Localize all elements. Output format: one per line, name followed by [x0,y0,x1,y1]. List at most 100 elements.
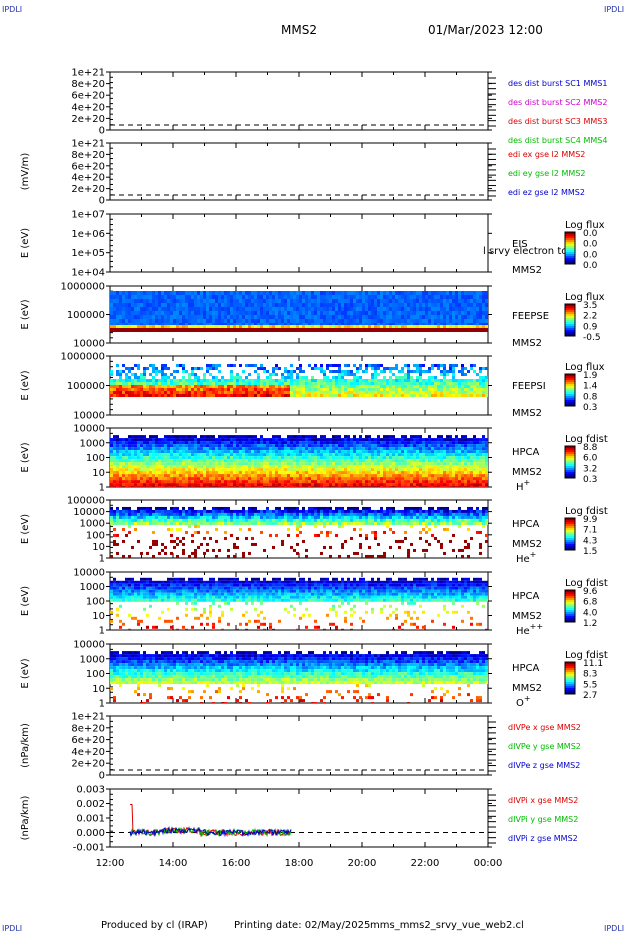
spec-cell [227,385,230,388]
spec-cell [425,388,428,391]
spec-cell [167,474,170,478]
spec-cell [458,444,461,448]
spec-cell [215,394,218,397]
spec-cell [128,474,131,478]
spec-cell [437,483,440,487]
spec-cell [329,444,332,448]
spec-cell [485,382,488,385]
spec-cell [149,364,152,367]
spec-cell [326,291,329,295]
spec-cell [482,394,485,397]
spec-cell [254,382,257,385]
spec-cell [443,447,446,451]
spec-cell [371,328,374,332]
spec-cell [350,303,353,307]
spec-cell [353,373,356,376]
spec-cell [281,391,284,394]
spec-cell [212,483,215,487]
spec-cell [242,483,245,487]
spec-cell [437,388,440,391]
spec-cell [479,307,482,311]
spectrogram [110,364,488,397]
spec-cell [422,364,425,367]
spec-cell [317,315,320,319]
spec-cell [449,328,452,332]
spec-cell [482,379,485,382]
spec-cell [149,477,152,481]
spec-cell [473,370,476,373]
spec-cell [314,465,317,469]
spec-cell [362,328,365,332]
spec-cell [428,459,431,463]
colorbar-title: Log flux [565,292,605,303]
spec-cell [269,483,272,487]
spec-cell [173,311,176,315]
spec-cell [458,453,461,457]
spec-cell [389,456,392,460]
spec-cell [317,486,320,487]
spec-cell [113,391,116,394]
spec-cell [257,376,260,379]
spec-cell [425,450,428,454]
spec-cell [476,311,479,315]
spec-cell [173,462,176,466]
spec-cell [179,441,182,445]
spec-cell [353,444,356,448]
spec-cell [365,441,368,445]
spec-cell [362,438,365,442]
spec-cell [203,376,206,379]
spec-cell [197,456,200,460]
spec-cell [320,471,323,475]
spec-cell [302,385,305,388]
spec-cell [305,459,308,463]
spec-cell [209,450,212,454]
spec-cell [230,388,233,391]
spec-cell [197,325,200,328]
spec-cell [146,367,149,370]
spec-cell [368,441,371,445]
spec-cell [287,328,290,332]
spec-cell [350,370,353,373]
spec-cell [377,388,380,391]
spec-cell [392,480,395,484]
spec-cell [317,303,320,307]
spec-cell [425,447,428,451]
spec-cell [341,483,344,487]
spec-cell [311,379,314,382]
spec-cell [482,385,485,388]
spec-cell [182,328,185,332]
spec-cell [254,465,257,469]
spec-cell [125,456,128,460]
spec-cell [446,394,449,397]
spec-cell [164,295,167,299]
spec-cell [437,450,440,454]
spec-cell [293,465,296,469]
spec-cell [299,456,302,460]
spec-cell [359,299,362,303]
spec-cell [323,388,326,391]
spec-cell [335,486,338,487]
spec-cell [329,468,332,472]
spec-cell [266,447,269,451]
spec-cell [392,291,395,295]
spec-cell [197,450,200,454]
spec-cell [269,394,272,397]
spec-cell [272,471,275,475]
spec-cell [164,459,167,463]
spec-cell [410,303,413,307]
spec-cell [260,471,263,475]
spec-cell [395,291,398,295]
spec-cell [272,438,275,442]
spec-cell [164,385,167,388]
spec-cell [422,382,425,385]
spec-cell [182,299,185,303]
colorbar-segment [565,262,575,265]
spec-cell [431,311,434,315]
spec-cell [398,379,401,382]
spec-cell [275,462,278,466]
colorbar-segment [565,396,575,399]
spec-cell [464,307,467,311]
spec-cell [281,328,284,332]
spec-cell [446,444,449,448]
spec-cell [374,447,377,451]
